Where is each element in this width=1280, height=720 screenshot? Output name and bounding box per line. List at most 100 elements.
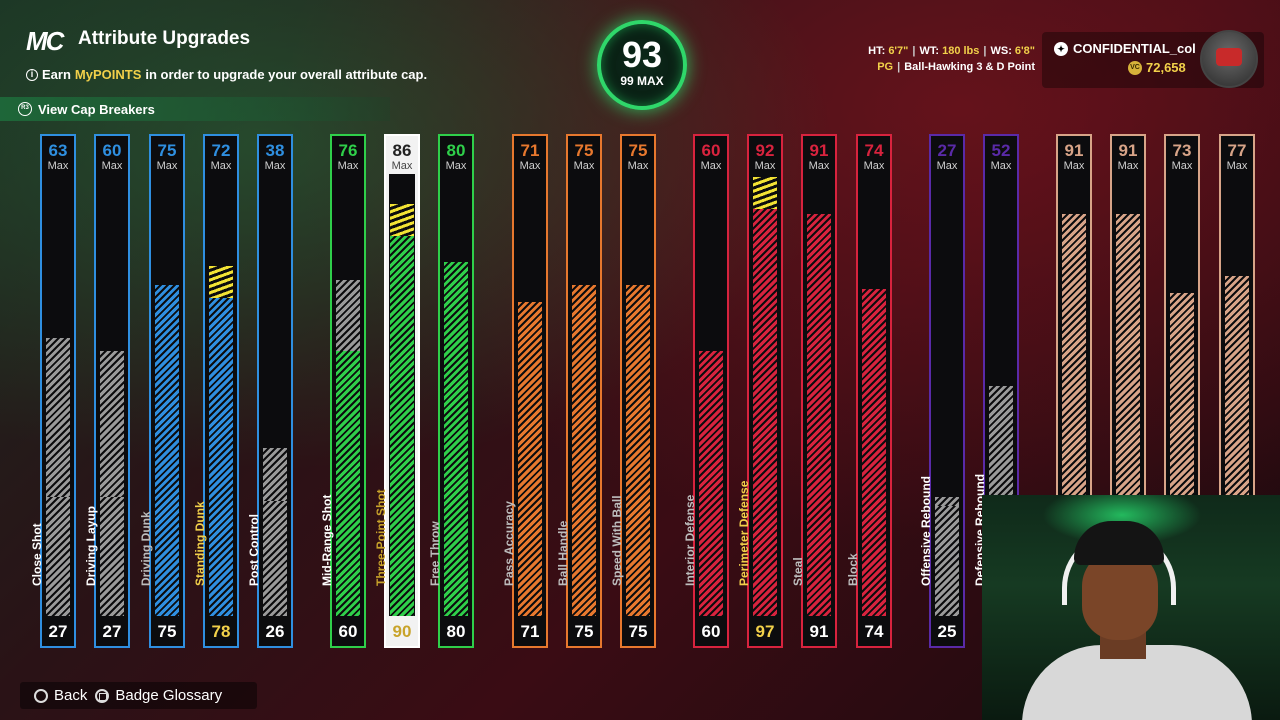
current-fill xyxy=(46,496,70,616)
page-title: Attribute Upgrades xyxy=(78,28,251,49)
current-fill xyxy=(390,235,414,616)
max-label: Max xyxy=(264,160,286,172)
attribute-name: Ball Handle xyxy=(556,520,570,586)
max-label: Max xyxy=(1063,160,1085,172)
attribute-current: 91 xyxy=(809,622,829,641)
weight-label: WT: xyxy=(919,45,940,57)
attribute-cap: 60 xyxy=(701,141,721,160)
max-label: Max xyxy=(445,160,467,172)
attribute-name: Driving Dunk xyxy=(139,511,153,586)
attribute-cap: 91 xyxy=(1064,141,1084,160)
attribute-cap: 74 xyxy=(864,141,884,160)
position-value: PG xyxy=(877,61,894,73)
current-fill xyxy=(518,302,542,616)
attribute-bar[interactable]: 75 Max 75 Speed With Ball xyxy=(610,134,656,648)
attribute-bar[interactable]: 80 Max 80 Free Throw xyxy=(428,134,474,648)
attribute-name: Standing Dunk xyxy=(193,501,207,586)
gamertag: ✦ CONFIDENTIAL_col xyxy=(1054,41,1196,56)
max-label: Max xyxy=(391,160,413,172)
attribute-current: 75 xyxy=(157,622,177,641)
attribute-cap: 38 xyxy=(265,141,285,160)
info-icon: i xyxy=(26,68,38,81)
view-cap-breakers-button[interactable]: R3 View Cap Breakers xyxy=(0,97,390,121)
current-fill xyxy=(572,284,596,616)
attribute-bar[interactable]: 27 Max 25 Offensive Rebound xyxy=(919,134,965,648)
attribute-name: Close Shot xyxy=(30,523,44,586)
circle-button-icon xyxy=(34,688,48,703)
max-label: Max xyxy=(210,160,232,172)
attribute-bar[interactable]: 63 Max 27 Close Shot xyxy=(30,134,76,648)
max-label: Max xyxy=(990,160,1012,172)
attribute-current: 60 xyxy=(701,622,721,641)
attribute-cap: 80 xyxy=(446,141,466,160)
attribute-bar[interactable]: 38 Max 26 Post Control xyxy=(247,134,293,648)
current-fill xyxy=(336,350,360,616)
attribute-current: 25 xyxy=(937,622,957,641)
locked-fill xyxy=(100,350,124,497)
attribute-name: Perimeter Defense xyxy=(737,480,751,586)
locked-fill xyxy=(263,448,287,502)
attribute-cap: 72 xyxy=(211,141,231,160)
attribute-name: Driving Layup xyxy=(84,505,98,586)
max-label: Max xyxy=(573,160,595,172)
attribute-current: 97 xyxy=(755,622,775,641)
max-label: Max xyxy=(700,160,722,172)
attribute-bar[interactable]: 60 Max 27 Driving Layup xyxy=(84,134,130,648)
overall-value: 93 xyxy=(621,34,663,75)
attribute-current: 26 xyxy=(265,622,285,641)
attribute-cap: 71 xyxy=(520,141,540,160)
attribute-bar[interactable]: 74 Max 74 Block xyxy=(846,134,892,648)
max-label: Max xyxy=(1226,160,1248,172)
weight-value: 180 lbs xyxy=(942,45,980,57)
attribute-cap: 60 xyxy=(102,141,122,160)
attribute-current: 27 xyxy=(102,622,122,641)
max-label: Max xyxy=(627,160,649,172)
attribute-name: Steal xyxy=(791,557,805,586)
player-avatar xyxy=(1200,30,1258,88)
current-fill xyxy=(935,505,959,616)
wingspan-label: WS: xyxy=(990,45,1012,57)
attribute-bar[interactable]: 86 Max 90 Three-Point Shot xyxy=(374,134,420,648)
attribute-name: Mid-Range Shot xyxy=(320,494,334,586)
footer-buttons: Back Badge Glossary xyxy=(20,682,257,709)
attribute-bar[interactable]: 76 Max 60 Mid-Range Shot xyxy=(320,134,366,648)
earn-info: i Earn MyPOINTS in order to upgrade your… xyxy=(26,67,427,82)
height-value: 6'7" xyxy=(888,45,909,57)
attribute-current: 78 xyxy=(211,622,231,641)
r3-button-icon: R3 xyxy=(18,102,32,116)
current-fill xyxy=(444,262,468,616)
attribute-cap: 92 xyxy=(755,141,775,160)
player-info: HT: 6'7" | WT: 180 lbs | WS: 6'8" PG | Ball-Ha… xyxy=(868,45,1035,73)
account-panel: ✦ CONFIDENTIAL_col VC 72,658 xyxy=(1042,30,1264,88)
attribute-bar[interactable]: 72 Max 78 Standing Dunk xyxy=(193,134,239,648)
attribute-bar[interactable]: 75 Max 75 Ball Handle xyxy=(556,134,602,648)
max-label: Max xyxy=(808,160,830,172)
max-label: Max xyxy=(101,160,123,172)
attribute-cap: 91 xyxy=(809,141,829,160)
badge-glossary-button[interactable]: Badge Glossary xyxy=(95,687,222,704)
attribute-cap: 75 xyxy=(574,141,594,160)
attribute-bar[interactable]: 91 Max 91 Steal xyxy=(791,134,837,648)
attribute-cap: 86 xyxy=(392,141,412,160)
earn-prefix: Earn xyxy=(42,67,71,82)
attribute-name: Three-Point Shot xyxy=(374,489,388,586)
mypoints-highlight: MyPOINTS xyxy=(74,67,142,82)
vc-amount: 72,658 xyxy=(1146,60,1186,75)
back-button[interactable]: Back xyxy=(34,687,87,704)
attribute-cap: 75 xyxy=(157,141,177,160)
attribute-name: Offensive Rebound xyxy=(919,475,933,586)
max-label: Max xyxy=(47,160,69,172)
attribute-bar[interactable]: 92 Max 97 Perimeter Defense xyxy=(737,134,783,648)
attribute-bar[interactable]: 60 Max 60 Interior Defense xyxy=(683,134,729,648)
attribute-bar[interactable]: 75 Max 75 Driving Dunk xyxy=(139,134,185,648)
current-fill xyxy=(100,496,124,616)
overall-rating-badge: 93 99 MAX xyxy=(597,20,687,110)
webcam-overlay xyxy=(982,495,1280,720)
attribute-current: 75 xyxy=(574,622,594,641)
square-button-icon xyxy=(95,688,110,703)
current-fill xyxy=(699,350,723,616)
attribute-bar[interactable]: 71 Max 71 Pass Accuracy xyxy=(502,134,548,648)
max-label: Max xyxy=(1117,160,1139,172)
current-fill xyxy=(753,209,777,616)
